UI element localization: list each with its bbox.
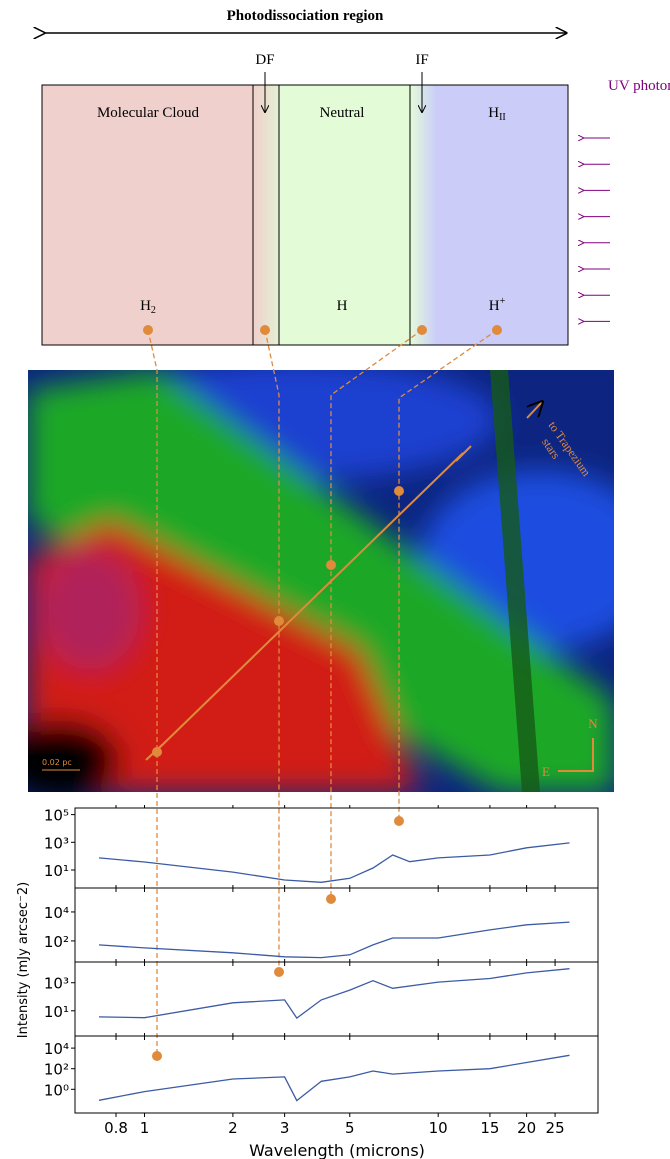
y-tick-label: 10⁴ [44, 1040, 69, 1058]
connectors [147, 329, 498, 1056]
panel-frame [74, 1035, 599, 1114]
y-axis-label: Intensity (mJy arcsec⁻2) [16, 882, 31, 1038]
uv-arrows [583, 138, 610, 321]
overlay: to Trapeziumstars 0.02 pc N E Wavelength… [16, 325, 598, 1159]
y-tick-label: 10⁰ [44, 1081, 69, 1099]
scale-label: 0.02 pc [42, 758, 72, 767]
front-label: DF [255, 52, 274, 68]
text: H [489, 298, 500, 314]
text: H [488, 105, 499, 121]
spectrum [98, 842, 570, 883]
diagram: Photodissociation region DF IF UV photon… [41, 8, 670, 346]
uv-label: UV photons [608, 78, 670, 94]
panel-frame [74, 887, 599, 963]
east-label: E [542, 764, 550, 779]
y-tick-label: 10¹ [44, 1003, 69, 1021]
north-label: N [588, 716, 598, 731]
image [28, 370, 614, 792]
x-tick-label: 10 [429, 1119, 448, 1137]
y-tick-label: 10⁴ [44, 904, 69, 922]
y-tick-label: 10³ [44, 975, 69, 993]
text: 2 [151, 305, 156, 316]
x-tick-label: 1 [140, 1119, 150, 1137]
text: + [500, 296, 506, 307]
box [41, 84, 569, 346]
region [435, 85, 568, 345]
title: Photodissociation region [227, 8, 384, 24]
front-label: IF [415, 52, 428, 68]
species-label: H+ [489, 296, 506, 314]
region [279, 85, 410, 345]
x-axis-label: Wavelength (microns) [249, 1141, 425, 1159]
connector [398, 329, 498, 821]
panel-frame [74, 807, 599, 889]
y-tick-label: 10² [44, 1061, 69, 1079]
region-label: Molecular Cloud [97, 105, 200, 121]
region-label: HII [488, 105, 506, 123]
x-tick-label: 2 [228, 1119, 238, 1137]
x-tick-label: 0.8 [104, 1119, 128, 1137]
y-tick-label: 10³ [44, 834, 69, 852]
x-tick-label: 25 [546, 1119, 565, 1137]
x-tick-label: 3 [280, 1119, 290, 1137]
spectra: 10¹ 10³ 10⁵ 10² 10⁴ 10¹ 10³ 10⁰ 10² 10⁴ 0.8 1 2 3 5 10 1… [44, 805, 599, 1137]
region [253, 85, 279, 345]
region [42, 85, 253, 345]
text: II [499, 112, 506, 123]
y-tick-label: 10⁵ [44, 807, 69, 825]
region [410, 85, 435, 345]
spectrum [98, 1054, 570, 1102]
image-blobs [28, 370, 614, 792]
direction-arrow [526, 402, 542, 419]
species-label: H2 [140, 298, 156, 316]
cut-line [154, 452, 464, 753]
y-tick-label: 10¹ [44, 862, 69, 880]
region-label: Neutral [320, 105, 365, 121]
spectrum [98, 921, 570, 959]
spectrum [98, 968, 570, 1020]
dots [143, 325, 502, 1061]
species-label: H [337, 298, 348, 314]
connector [264, 329, 280, 972]
text: H [140, 298, 151, 314]
x-tick-label: 20 [517, 1119, 536, 1137]
connector [147, 329, 158, 1056]
compass [558, 738, 594, 772]
cut-end [455, 445, 472, 462]
x-tick-label: 15 [480, 1119, 499, 1137]
stripe [490, 370, 540, 792]
panel-frame [74, 961, 599, 1037]
y-tick-label: 10² [44, 933, 69, 951]
x-tick-label: 5 [345, 1119, 355, 1137]
